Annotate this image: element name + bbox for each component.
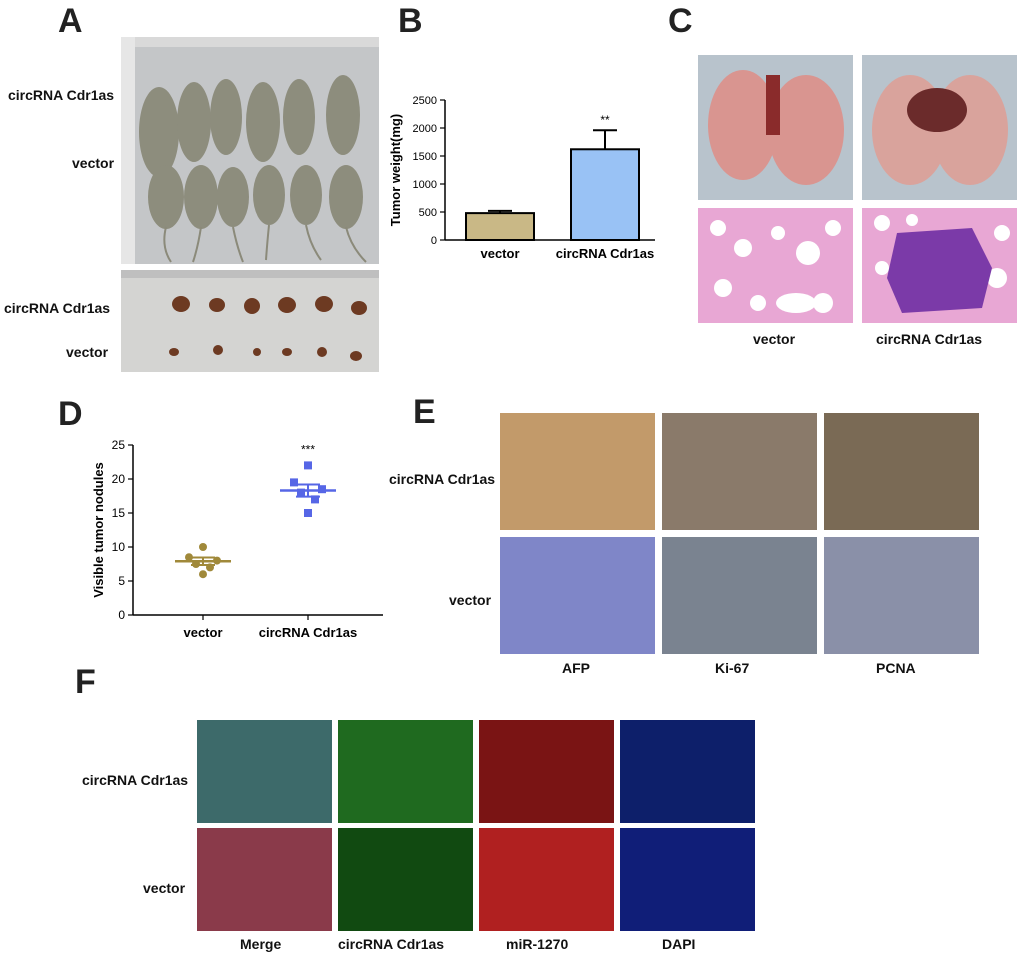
data-point [199,543,207,551]
tumor-row-label-top: circRNA Cdr1as [4,300,111,316]
x-tick-label: vector [480,246,519,261]
data-point [290,478,298,487]
x-tick-label: circRNA Cdr1as [259,625,358,640]
tumor-nodules-chart: 0 5 10 15 20 25 Visible tumor nodules vector cir… [91,438,383,640]
bar-circrna-cdr1as [570,148,640,241]
panel-label-c: C [668,2,693,40]
if-row-label-top: circRNA Cdr1as [82,772,189,788]
if-dapi-circ [620,720,755,823]
ihc-col-label-afp: AFP [562,660,590,676]
he-section-circ [862,208,1017,323]
if-col-label-cdr1as: circRNA Cdr1as [338,936,445,952]
tumor-weight-chart: 0 500 1000 1500 2000 2500 Tumor weight(mg) vect… [388,95,655,261]
data-point [311,495,319,504]
panel-label-e: E [413,393,436,431]
significance-annotation: *** [301,442,315,456]
lung-photo-vector [698,55,853,200]
x-tick-label: circRNA Cdr1as [556,246,655,261]
y-tick-label: 2500 [413,95,437,107]
panel-label-f: F [75,663,96,701]
if-mir1270-circ [479,720,614,823]
significance-annotation: ** [600,113,610,127]
y-tick-label: 15 [112,506,126,520]
if-col-label-merge: Merge [240,936,282,952]
y-tick-label: 25 [112,438,126,452]
y-axis-label: Visible tumor nodules [91,462,106,598]
mice-photo [121,37,379,264]
ihc-row-label-bottom: vector [449,592,492,608]
ihc-ki67-circ [662,413,817,530]
lung-x-label-circ: circRNA Cdr1as [876,331,983,347]
y-tick-label: 10 [112,540,126,554]
if-dapi-vector [620,828,755,931]
y-tick-label: 2000 [413,123,437,135]
panel-label-b: B [398,2,423,40]
if-cdr1as-vector [338,828,473,931]
ihc-pcna-vector [824,537,979,654]
he-section-vector [698,208,853,323]
if-merge-vector [197,828,332,931]
y-tick-label: 500 [419,207,437,219]
tumor-row-label-bottom: vector [66,344,109,360]
panel-label-d: D [58,395,83,433]
if-mir1270-vector [479,828,614,931]
y-tick-label: 5 [118,574,125,588]
if-row-label-bottom: vector [143,880,186,896]
y-tick-label: 1000 [413,179,437,191]
if-merge-circ [197,720,332,823]
ihc-afp-vector [500,537,655,654]
y-axis-label: Tumor weight(mg) [388,114,403,226]
mice-illustration [121,37,379,264]
lung-photo-circ [862,55,1017,200]
ihc-pcna-circ [824,413,979,530]
ihc-row-label-top: circRNA Cdr1as [389,471,496,487]
tumors-illustration [121,270,379,361]
mice-row-label-top: circRNA Cdr1as [8,87,115,103]
y-tick-label: 0 [431,235,437,247]
ihc-afp-circ [500,413,655,530]
if-cdr1as-circ [338,720,473,823]
tumors-photo [121,270,379,372]
lung-x-label-vector: vector [753,331,796,347]
data-point [199,570,207,579]
y-tick-label: 0 [118,608,125,622]
ihc-col-label-pcna: PCNA [876,660,916,676]
ihc-ki67-vector [662,537,817,654]
mice-row-label-bottom: vector [72,155,115,171]
data-point [318,485,326,494]
bar-vector [465,212,535,241]
data-point [185,553,193,562]
y-tick-label: 20 [112,472,126,486]
data-point [297,488,305,497]
panel-label-a: A [58,2,83,40]
ihc-col-label-ki67: Ki-67 [715,660,750,676]
if-col-label-mir1270: miR-1270 [506,936,569,952]
if-col-label-dapi: DAPI [662,936,696,952]
x-tick-label: vector [183,625,222,640]
data-point [304,509,312,517]
data-point [304,461,312,470]
y-tick-label: 1500 [413,151,437,163]
